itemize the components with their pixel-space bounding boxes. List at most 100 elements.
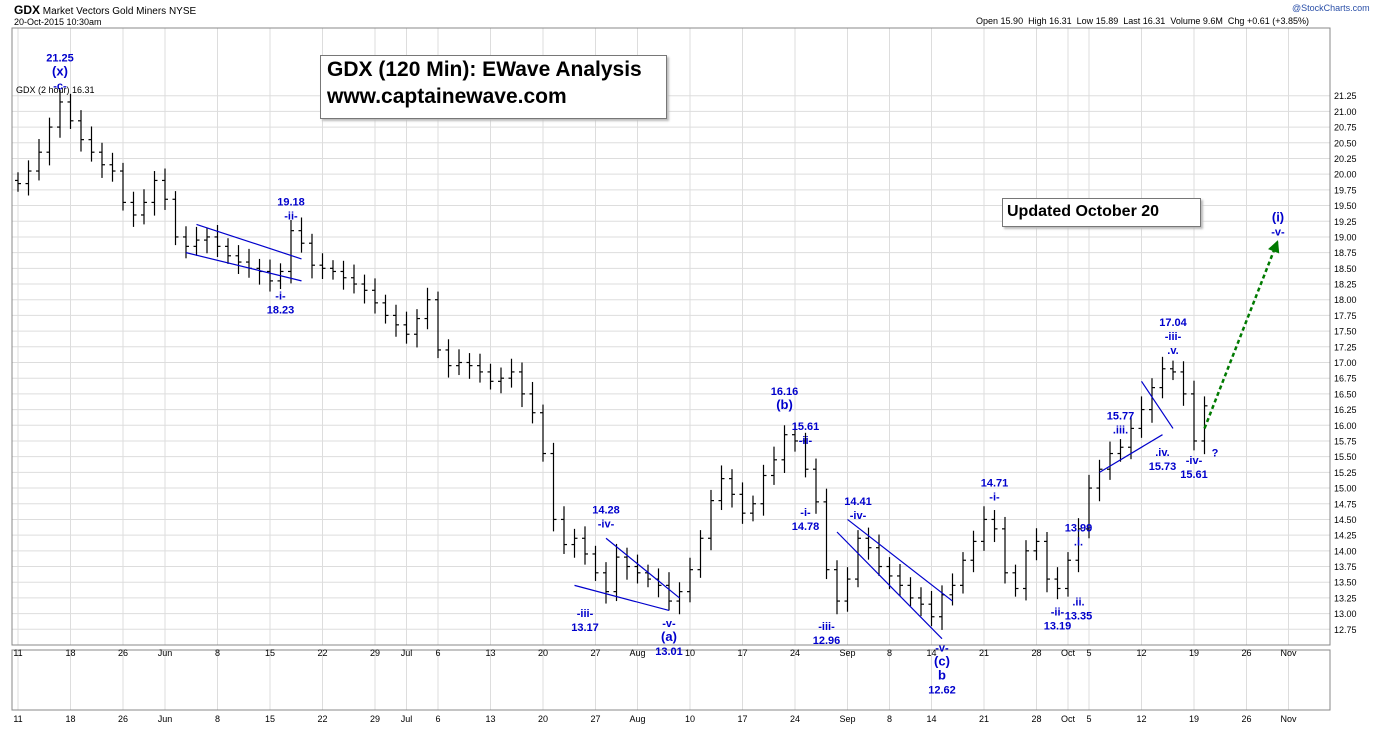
x-tick-label-lower: Jul — [401, 714, 413, 724]
wave-label-text: 12.62 — [928, 684, 956, 696]
ohlc-bar — [1033, 528, 1040, 561]
ohlc-bar — [529, 381, 536, 424]
ohlc-bar — [540, 404, 546, 462]
y-tick-label: 17.75 — [1334, 311, 1357, 321]
y-tick-label: 17.25 — [1334, 342, 1357, 352]
ohlc-bar — [1075, 518, 1082, 573]
ohlc-bar — [141, 189, 147, 225]
wave-label-text: -iii- — [1165, 331, 1182, 343]
y-tick-label: 20.50 — [1334, 138, 1357, 148]
wave-label-text: 12.96 — [813, 635, 841, 647]
x-tick-label-lower: 20 — [538, 714, 548, 724]
wave-label-text: -i- — [275, 290, 286, 302]
x-tick-label: 8 — [215, 648, 220, 658]
wave-label: 17.04 -iii- .v. — [1159, 317, 1187, 357]
ohlc-bar — [886, 557, 893, 590]
x-tick-label-lower: 18 — [65, 714, 75, 724]
x-tick-label-lower: 8 — [215, 714, 220, 724]
ohlc-bar — [970, 530, 977, 573]
x-tick-label-lower: 8 — [887, 714, 892, 724]
wave-label-text: 14.78 — [792, 521, 820, 533]
ohlc-bar — [687, 557, 693, 603]
wave-label: (i) -v- — [1271, 209, 1285, 238]
ohlc-bar — [225, 238, 231, 264]
wave-label-text: 15.77 — [1107, 411, 1135, 423]
ohlc-bar — [697, 530, 704, 578]
wave-label-text: -i- — [800, 507, 811, 519]
wave-label-text: 13.19 — [1044, 621, 1072, 633]
wave-label-text: .i. — [1074, 536, 1083, 548]
y-tick-label: 14.00 — [1334, 546, 1357, 556]
y-tick-label: 16.00 — [1334, 421, 1357, 431]
ohlc-bar — [424, 287, 431, 330]
x-tick-label: 10 — [685, 648, 695, 658]
ohlc-bar — [729, 469, 735, 508]
channel-trendlines — [185, 223, 1174, 640]
chart-datetime: 20-Oct-2015 10:30am — [14, 17, 102, 27]
y-tick-label: 14.50 — [1334, 515, 1357, 525]
ohlc-bar — [928, 591, 935, 627]
wave-label-text: -i- — [989, 491, 1000, 503]
ohlc-bar — [456, 349, 462, 376]
x-tick-label: 26 — [1241, 648, 1251, 658]
ohlc-bar — [823, 488, 830, 580]
ohlc-bar — [288, 219, 294, 284]
ohlc-bar — [1012, 564, 1019, 597]
wave-label-text: 15.73 — [1149, 461, 1177, 473]
wave-label-text: -v- — [935, 642, 949, 654]
ohlc-bar — [1096, 459, 1103, 502]
x-tick-label-lower: 21 — [979, 714, 989, 724]
ohlc-bar — [781, 425, 788, 473]
y-tick-label: 19.75 — [1334, 185, 1357, 195]
x-tick-label-lower: Jun — [158, 714, 173, 724]
ohlc-bar — [330, 260, 336, 280]
series-label: GDX (2 hour) 16.31 — [16, 85, 95, 95]
y-tick-label: 19.00 — [1334, 232, 1357, 242]
ohlc-bar — [414, 309, 420, 348]
ohlc-bar — [1138, 396, 1145, 438]
ohlc-bar — [634, 554, 641, 584]
ohlc-bar — [508, 358, 515, 388]
ohlc-bar — [372, 278, 378, 314]
wave-label-text: 13.99 — [1065, 522, 1093, 534]
x-tick-label-lower: 28 — [1031, 714, 1041, 724]
y-tick-label: 15.00 — [1334, 484, 1357, 494]
wave-label-text: (i) — [1272, 209, 1284, 224]
ohlc-bar — [46, 117, 53, 166]
ohlc-bar — [435, 291, 441, 359]
x-tick-label-lower: Aug — [629, 714, 645, 724]
x-tick-label-lower: 15 — [265, 714, 275, 724]
symbol-name: Market Vectors Gold Miners — [42, 6, 167, 17]
x-tick-label: 18 — [65, 648, 75, 658]
wave-label-text: 14.71 — [981, 477, 1009, 489]
y-tick-label: 16.25 — [1334, 405, 1357, 415]
x-tick-label-lower: 17 — [737, 714, 747, 724]
ohlc-bar — [750, 495, 756, 522]
stockcharts-watermark[interactable]: @StockCharts.com — [1292, 3, 1370, 13]
y-tick-label: 16.50 — [1334, 389, 1357, 399]
wave-label: -i- 14.78 — [792, 507, 820, 533]
wave-label-text: 19.18 — [277, 197, 305, 209]
x-axis-tick-labels: 11 11 18 18 26 26 Jun Jun 8 8 15 15 22 22 29 29 Jul Jul 6 6… — [13, 648, 1297, 724]
ohlc-bar — [844, 567, 851, 612]
ohlc-bar — [645, 564, 651, 588]
ohlc-bar — [739, 482, 746, 524]
ohlc-bar — [1002, 516, 1008, 584]
ohlc-bar — [120, 162, 126, 211]
wave-label: -iv- 15.61 — [1180, 455, 1208, 481]
wave-label: 19.18 -ii- — [277, 197, 305, 223]
ohlc-bar — [1044, 532, 1050, 593]
ohlc-bar — [382, 294, 389, 324]
wave-label-text: 15.61 — [792, 421, 820, 433]
ohlc-bar — [235, 245, 242, 274]
wave-labels: 21.25(x) -c- 19.18 -ii- -i- 18.23 14.28 -iv- -ii… — [46, 53, 1285, 697]
x-tick-label: 26 — [118, 648, 128, 658]
wave-label: -iii- 13.17 — [571, 608, 599, 634]
ohlc-bar — [1149, 378, 1155, 423]
ohlc-bar — [67, 93, 74, 129]
symbol: GDX — [14, 3, 41, 17]
trendline — [1099, 434, 1163, 473]
ohlc-bar — [613, 543, 620, 602]
ohlc-bar — [718, 465, 725, 511]
x-tick-label: 22 — [317, 648, 327, 658]
